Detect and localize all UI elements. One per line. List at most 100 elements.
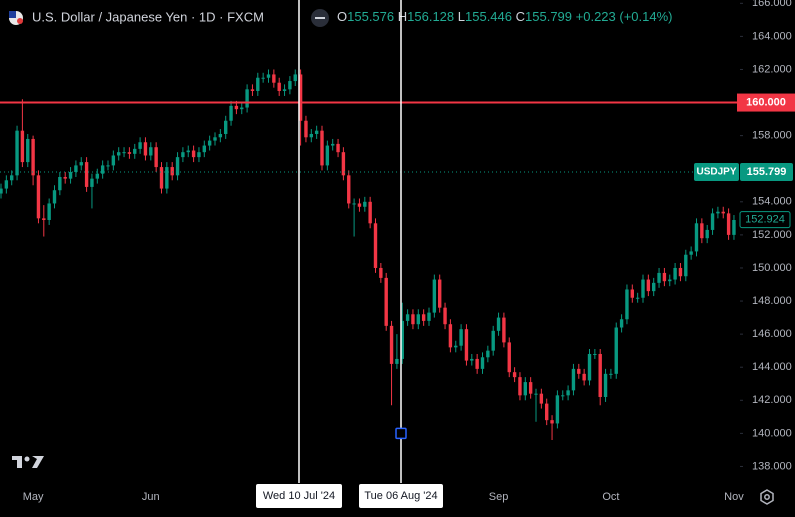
logo-part [32,456,44,468]
candle-body [52,190,57,204]
candle-body [545,403,549,421]
candle-body [250,89,255,91]
candle-body [384,277,388,326]
y-tick-label: 152.000 [752,229,792,241]
candle-body [42,218,46,220]
candle-body [421,314,426,321]
candle-body [512,372,517,378]
settings-bg [754,486,782,510]
candle-body [598,353,602,397]
x-tick-label: Jun [142,491,160,503]
candle-body [716,211,720,214]
candle-body [539,393,544,404]
candle-body [84,162,89,187]
settings-icon-center [764,494,770,500]
crosshair-label: Wed 10 Jul '24 [263,490,335,502]
logo-part [24,456,30,462]
plot-area [0,69,740,440]
candle-body [357,203,362,207]
candle-body [20,130,25,163]
candle-body [111,155,116,166]
candle-body [534,393,538,395]
symbol-label-bg [694,163,739,182]
settings-button[interactable] [754,486,782,510]
candle-body [245,89,249,108]
candle-body [432,279,437,313]
candle-body [496,317,501,331]
candle-body [352,203,356,205]
candle-body [438,279,442,308]
x-tick-label: Sep [489,491,509,503]
candle-body [684,254,688,277]
candle-body [518,377,522,396]
candle-body [379,267,383,278]
y-tick-label: 154.000 [752,196,792,208]
candle-body [593,353,597,355]
candle-body [320,130,324,166]
candle-body [95,173,99,179]
x-tick-label: Nov [724,491,744,503]
y-tick-label: 148.000 [752,295,792,307]
candle-body [304,120,308,138]
candle-body [90,178,94,187]
candle-body [288,81,292,90]
candle-body [277,82,281,91]
candle-body [689,251,693,255]
crosshair-label: Tue 06 Aug '24 [364,490,437,502]
candle-body [389,325,394,364]
crosshair-label-bg [359,484,443,508]
candle-body [170,167,174,176]
candle-body [587,353,592,381]
candle-body [202,145,206,153]
logo-part [12,456,22,468]
close-letter: C [516,9,525,24]
candle-body [272,74,276,83]
legend: U.S. Dollar / Japanese Yen · 1D · FXCM O… [9,9,673,27]
candle-body [459,329,463,346]
candle-body [609,373,613,375]
candle-body [149,147,153,156]
candle-body [15,130,19,176]
candle-body [282,89,287,91]
candle-body [347,175,351,204]
symbol-label: USDJPY [696,167,736,178]
candle-body [106,165,110,167]
candle-body [58,176,62,191]
candle-body [100,165,105,174]
candle-body [325,145,330,166]
symbol-title[interactable]: U.S. Dollar / Japanese Yen · 1D · FXCM [32,9,264,24]
candle-body [625,289,629,320]
candle-body [186,150,190,153]
y-tick-label: 164.000 [752,30,792,42]
candle-body [673,267,677,280]
y-tick-label: 162.000 [752,63,792,75]
candle-body [652,282,656,292]
candle-body [416,314,420,325]
candle-body [181,152,185,158]
candle-body [555,395,560,424]
candle-body [470,358,474,361]
candle-body [229,105,233,121]
y-tick-label: 138.000 [752,460,792,472]
candle-body [266,74,271,78]
candle-body [411,314,415,325]
candle-body [63,176,67,179]
x-tick-label: Oct [602,491,619,503]
candle-body [710,213,715,230]
y-tick-label: 158.000 [752,130,792,142]
candle-body [427,312,431,321]
candle-body [10,175,14,181]
candle-body [234,105,239,110]
y-tick-label: 140.000 [752,427,792,439]
close-value: 155.799 [525,9,572,24]
flag-icon-dot [17,18,23,24]
candle-body [36,175,41,219]
candle-body [154,147,158,168]
tradingview-logo[interactable] [12,456,44,468]
candle-body [213,137,217,141]
candle-body [726,213,731,235]
candle-body [218,133,223,138]
candle-body [732,219,736,235]
candle-body [117,152,121,156]
